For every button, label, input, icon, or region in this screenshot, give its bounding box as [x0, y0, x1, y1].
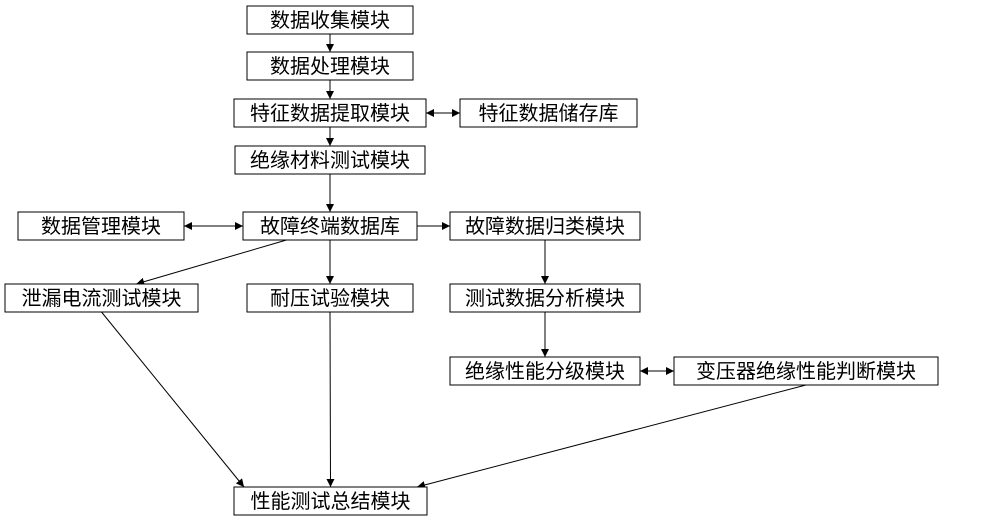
edge-n_withstand-n_perf_summary — [330, 312, 331, 487]
node-n_withstand: 耐压试验模块 — [247, 284, 413, 312]
node-label: 性能测试总结模块 — [251, 490, 411, 513]
node-label: 数据管理模块 — [41, 215, 161, 238]
node-label: 特征数据储存库 — [479, 102, 619, 125]
node-n_tx_judge: 变压器绝缘性能判断模块 — [674, 357, 938, 385]
node-label: 数据收集模块 — [270, 9, 390, 32]
node-n_fault_db: 故障终端数据库 — [243, 212, 417, 240]
node-label: 特征数据提取模块 — [250, 102, 410, 125]
node-label: 测试数据分析模块 — [465, 287, 625, 310]
node-n_collect: 数据收集模块 — [247, 6, 413, 34]
node-n_test_analysis: 测试数据分析模块 — [450, 284, 640, 312]
node-n_feature_store: 特征数据储存库 — [460, 99, 637, 127]
node-n_fault_classify: 故障数据归类模块 — [450, 212, 640, 240]
node-n_insul_test: 绝缘材料测试模块 — [235, 146, 425, 174]
flowchart-diagram: 数据收集模块数据处理模块特征数据提取模块 特征数据储存库绝缘材料测试模块数据管理模… — [0, 0, 1000, 521]
node-label: 数据处理模块 — [270, 55, 390, 78]
edge-n_tx_judge-n_perf_summary — [417, 385, 806, 487]
node-n_data_mgmt: 数据管理模块 — [18, 212, 184, 240]
node-label: 故障终端数据库 — [260, 215, 400, 238]
edges-layer — [102, 34, 807, 487]
node-n_perf_summary: 性能测试总结模块 — [234, 487, 427, 515]
node-n_leak_test: 泄漏电流测试模块 — [5, 284, 198, 312]
edge-n_fault_db-n_leak_test — [136, 240, 286, 284]
node-n_feature_extract: 特征数据提取模块 — [234, 99, 426, 127]
node-n_insul_grade: 绝缘性能分级模块 — [450, 357, 640, 385]
nodes-layer: 数据收集模块数据处理模块特征数据提取模块 特征数据储存库绝缘材料测试模块数据管理模… — [5, 6, 938, 515]
node-label: 绝缘材料测试模块 — [250, 149, 410, 172]
node-label: 变压器绝缘性能判断模块 — [696, 360, 916, 383]
edge-n_leak_test-n_perf_summary — [102, 312, 245, 487]
node-n_process: 数据处理模块 — [247, 52, 413, 80]
node-label: 故障数据归类模块 — [465, 215, 625, 238]
node-label: 绝缘性能分级模块 — [465, 360, 625, 383]
node-label: 耐压试验模块 — [270, 287, 390, 310]
node-label: 泄漏电流测试模块 — [22, 287, 182, 310]
